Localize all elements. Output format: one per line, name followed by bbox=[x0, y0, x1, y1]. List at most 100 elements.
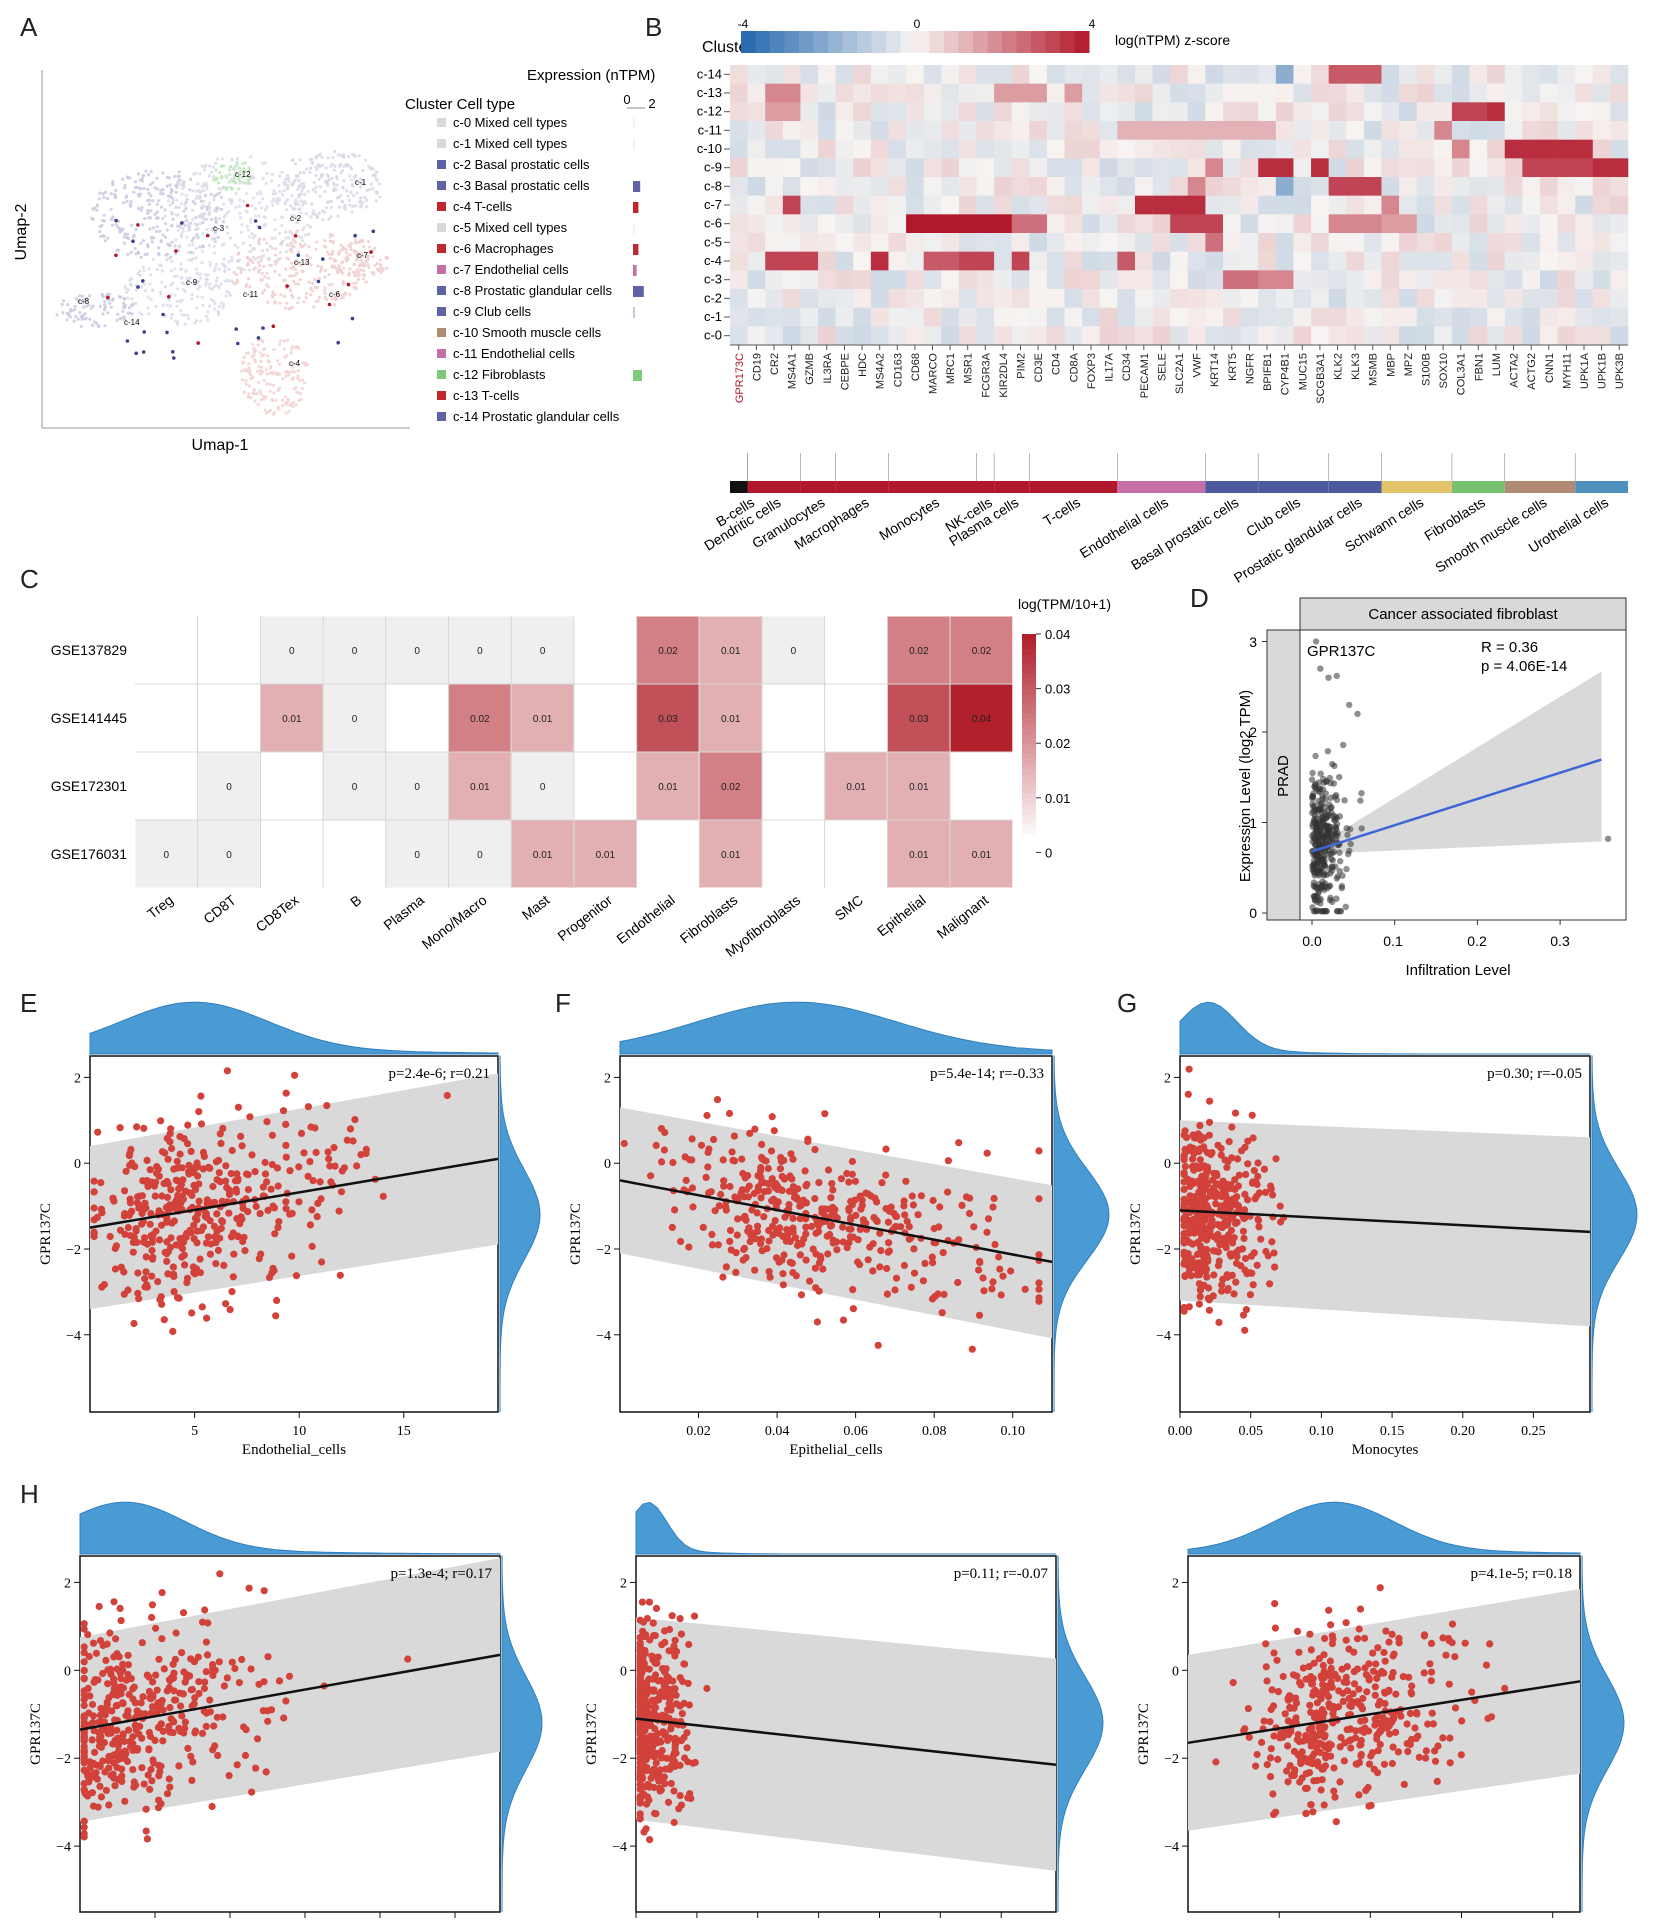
scatter-point bbox=[697, 1141, 706, 1149]
scatter-point bbox=[839, 1223, 847, 1231]
heatmap-cell bbox=[730, 83, 748, 103]
scatter-point bbox=[779, 1281, 788, 1289]
umap-highlight-dot bbox=[346, 282, 351, 287]
umap-cell-dot bbox=[349, 165, 353, 169]
umap-cell-dot bbox=[267, 360, 271, 364]
c-celltype-13: Malignant bbox=[934, 892, 992, 942]
umap-cell-dot bbox=[271, 399, 275, 403]
umap-cell-dot bbox=[363, 250, 368, 254]
scatter-point bbox=[228, 1288, 236, 1296]
scatter-point bbox=[908, 1192, 916, 1200]
heatmap-cell bbox=[1487, 65, 1506, 84]
heatmap-cell bbox=[1170, 83, 1189, 103]
heatmap-cell bbox=[1592, 83, 1611, 103]
heatmap-cell bbox=[1381, 326, 1400, 346]
heatmap-cell bbox=[923, 102, 942, 122]
umap-cell-dot bbox=[268, 244, 272, 248]
heatmap-cell bbox=[1187, 195, 1206, 215]
umap-cell-dot bbox=[149, 209, 153, 213]
scatter-point bbox=[1190, 1166, 1198, 1174]
umap-cell-dot bbox=[78, 310, 82, 315]
y-axis-label-f: GPR137C bbox=[568, 1203, 584, 1265]
scatter-point bbox=[179, 1690, 187, 1698]
d-point bbox=[1333, 792, 1340, 799]
umap-label-c-3: c-3 bbox=[213, 224, 225, 233]
gene-label-KRT5: KRT5 bbox=[1227, 353, 1239, 381]
scatter-point bbox=[132, 1227, 140, 1235]
d-plot-area bbox=[1262, 638, 1612, 925]
scatter-point bbox=[872, 1216, 880, 1224]
umap-cell-dot bbox=[348, 253, 352, 257]
scatter-point bbox=[739, 1256, 747, 1264]
scatter-point bbox=[671, 1206, 679, 1214]
scatter-point bbox=[620, 1139, 628, 1148]
umap-cell-dot bbox=[230, 255, 234, 259]
scatter-point bbox=[660, 1146, 669, 1154]
scatter-point bbox=[90, 1177, 98, 1185]
heatmap-cell bbox=[1469, 233, 1488, 252]
heatmap-cell bbox=[800, 139, 819, 159]
c-colorbar-step bbox=[1022, 749, 1036, 755]
scatter-point bbox=[1269, 1191, 1277, 1199]
heatmap-cell bbox=[1082, 139, 1101, 159]
umap-cell-dot bbox=[299, 199, 303, 203]
heatmap-cell bbox=[1011, 326, 1030, 346]
heatmap-cell bbox=[906, 177, 924, 196]
umap-cell-dot bbox=[175, 322, 180, 327]
umap-cell-dot bbox=[217, 181, 221, 185]
scatter-point bbox=[711, 1207, 719, 1215]
umap-cell-dot bbox=[327, 283, 331, 287]
umap-cell-dot bbox=[238, 211, 242, 215]
umap-cell-dot bbox=[306, 189, 310, 194]
scatter-point bbox=[158, 1148, 167, 1156]
umap-cell-dot bbox=[285, 243, 289, 247]
umap-cell-dot bbox=[212, 269, 217, 273]
scatter-point bbox=[166, 1677, 174, 1685]
umap-cell-dot bbox=[374, 199, 378, 203]
scatter-point bbox=[157, 1117, 165, 1125]
d-p-value: p = 4.06E-14 bbox=[1481, 658, 1567, 675]
heatmap-cell bbox=[1399, 177, 1418, 196]
umap-cell-dot bbox=[219, 164, 223, 168]
umap-cell-dot bbox=[157, 199, 161, 203]
scatter-point bbox=[80, 1823, 88, 1831]
umap-cell-dot bbox=[114, 223, 118, 227]
scatter-point bbox=[227, 1170, 235, 1178]
c-colorbar-step bbox=[1022, 669, 1036, 675]
scatter-point bbox=[222, 1177, 230, 1185]
umap-cell-dot bbox=[271, 290, 275, 294]
umap-cell-dot bbox=[173, 267, 177, 271]
scatter-point bbox=[116, 1226, 125, 1234]
umap-label-c-2: c-2 bbox=[290, 214, 302, 223]
c-cell-value: 0 bbox=[414, 782, 420, 793]
heatmap-cell bbox=[1399, 139, 1418, 159]
umap-cell-dot bbox=[261, 291, 265, 295]
scatter-point bbox=[683, 1744, 691, 1752]
umap-cell-dot bbox=[272, 348, 276, 352]
umap-cell-dot bbox=[214, 206, 219, 210]
scatter-point bbox=[89, 1712, 98, 1720]
scatter-point bbox=[275, 1218, 283, 1226]
umap-cell-dot bbox=[169, 316, 173, 320]
scatter-point bbox=[80, 1620, 88, 1628]
expr-scale-min: 0 bbox=[623, 92, 630, 107]
heatmap-cell bbox=[1363, 251, 1382, 271]
umap-cell-dot bbox=[258, 201, 262, 205]
celltype-bar-5 bbox=[976, 481, 995, 493]
heatmap-cell bbox=[888, 214, 907, 234]
umap-cell-dot bbox=[353, 241, 357, 245]
heatmap-cell bbox=[994, 233, 1013, 252]
heatmap-cell bbox=[800, 326, 819, 346]
umap-cell-dot bbox=[196, 287, 200, 291]
umap-cell-dot bbox=[224, 174, 228, 178]
umap-cell-dot bbox=[283, 278, 287, 282]
heatmap-cell bbox=[1469, 307, 1488, 327]
scatter-point bbox=[1181, 1272, 1189, 1281]
umap-cell-dot bbox=[179, 179, 183, 183]
umap-cell-dot bbox=[320, 155, 324, 159]
umap-cell-dot bbox=[202, 199, 206, 203]
umap-cell-dot bbox=[303, 192, 307, 196]
scatter-point bbox=[268, 1131, 276, 1139]
heatmap-cell bbox=[1082, 102, 1101, 122]
